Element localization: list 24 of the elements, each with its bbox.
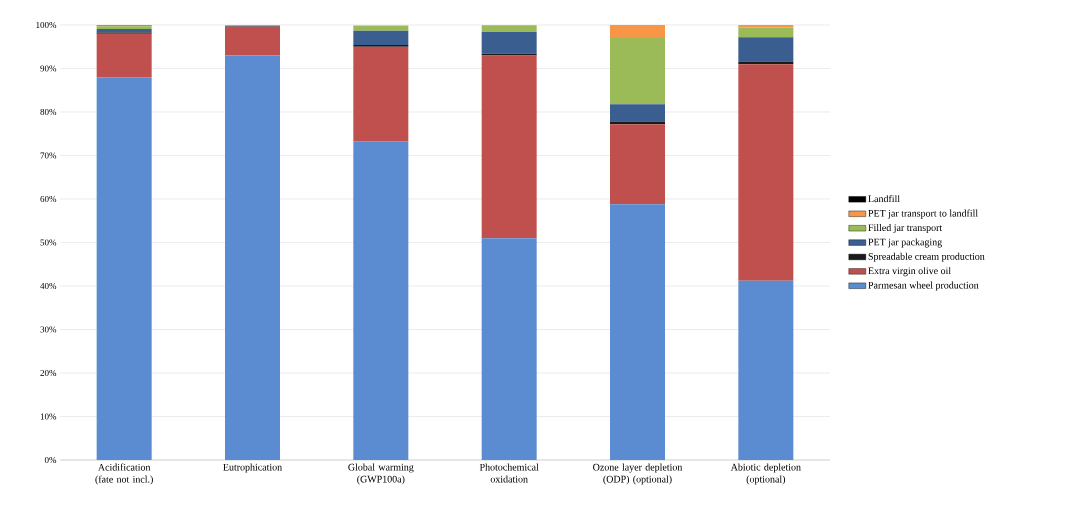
y-tick-label: 70% <box>40 152 57 159</box>
legend-label: Filled jar transport <box>868 224 943 234</box>
y-tick-label: 10% <box>40 413 57 420</box>
legend-label: Parmesan wheel production <box>868 281 979 291</box>
legend-label: Landfill <box>868 195 900 203</box>
y-tick-label: 30% <box>40 326 57 333</box>
x-tick-label: Abiotic depletion (optional) <box>730 463 801 485</box>
legend-label: Extra virgin olive oil <box>868 267 951 277</box>
x-tick-label: Acidification (fate not incl.) <box>95 463 153 485</box>
x-tick-label: Ozone layer depletion (ODP) (optional) <box>593 463 683 485</box>
y-tick-label: 90% <box>40 65 57 72</box>
legend-label: PET jar transport to landfill <box>868 209 978 219</box>
x-tick-label: Eutrophication <box>223 463 282 473</box>
y-tick-label: 20% <box>40 369 57 377</box>
y-tick-label: 0% <box>44 456 57 464</box>
y-tick-label: 50% <box>40 239 57 246</box>
y-tick-label: 100% <box>36 21 57 29</box>
x-tick-label: Photochemical oxidation <box>479 463 539 483</box>
x-tick-label: Global warming (GWP100a) <box>348 463 414 485</box>
legend-label: Spreadable cream production <box>868 252 985 262</box>
y-tick-label: 80% <box>40 108 57 116</box>
y-tick-label: 40% <box>40 282 57 290</box>
legend-label: PET jar packaging <box>868 238 942 248</box>
y-tick-label: 60% <box>40 195 57 203</box>
